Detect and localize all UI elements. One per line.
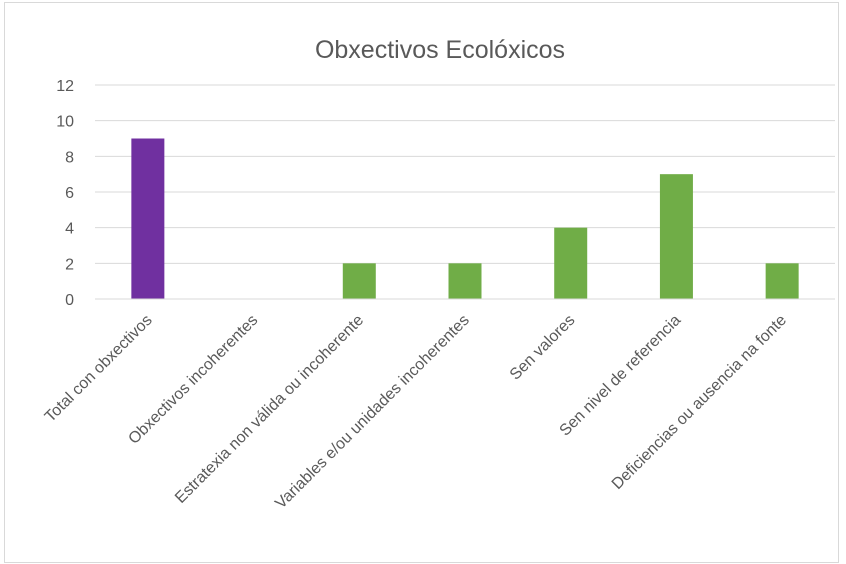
- y-tick-label: 12: [56, 78, 74, 95]
- bar: [554, 227, 588, 299]
- y-tick-label: 2: [65, 256, 74, 273]
- y-tick-label: 4: [65, 221, 74, 238]
- y-tick-label: 6: [65, 185, 74, 202]
- chart-title: Obxectivos Ecolóxicos: [315, 36, 565, 64]
- bars: [131, 138, 799, 299]
- gridlines: [95, 84, 835, 264]
- bar: [659, 174, 693, 299]
- y-axis-ticks: 0 2 4 6 8 10 12: [56, 78, 74, 309]
- bar: [448, 263, 482, 299]
- y-tick-label: 8: [65, 149, 74, 166]
- x-category-label: Deficiencias ou ausencia na fonte: [609, 312, 790, 493]
- bar: [765, 263, 799, 299]
- x-category-label: Estratexia non válida ou incoherente: [172, 312, 367, 507]
- y-tick-label: 10: [56, 114, 74, 131]
- y-tick-label: 0: [65, 292, 74, 309]
- x-category-label: Total con obxectivos: [42, 312, 156, 426]
- x-category-label: Sen nivel de referencia: [557, 312, 685, 440]
- bar: [131, 138, 165, 299]
- x-category-label: Variables e/ou unidades incoherentes: [272, 312, 473, 513]
- bar: [342, 263, 376, 299]
- x-category-label: Sen valores: [507, 312, 579, 384]
